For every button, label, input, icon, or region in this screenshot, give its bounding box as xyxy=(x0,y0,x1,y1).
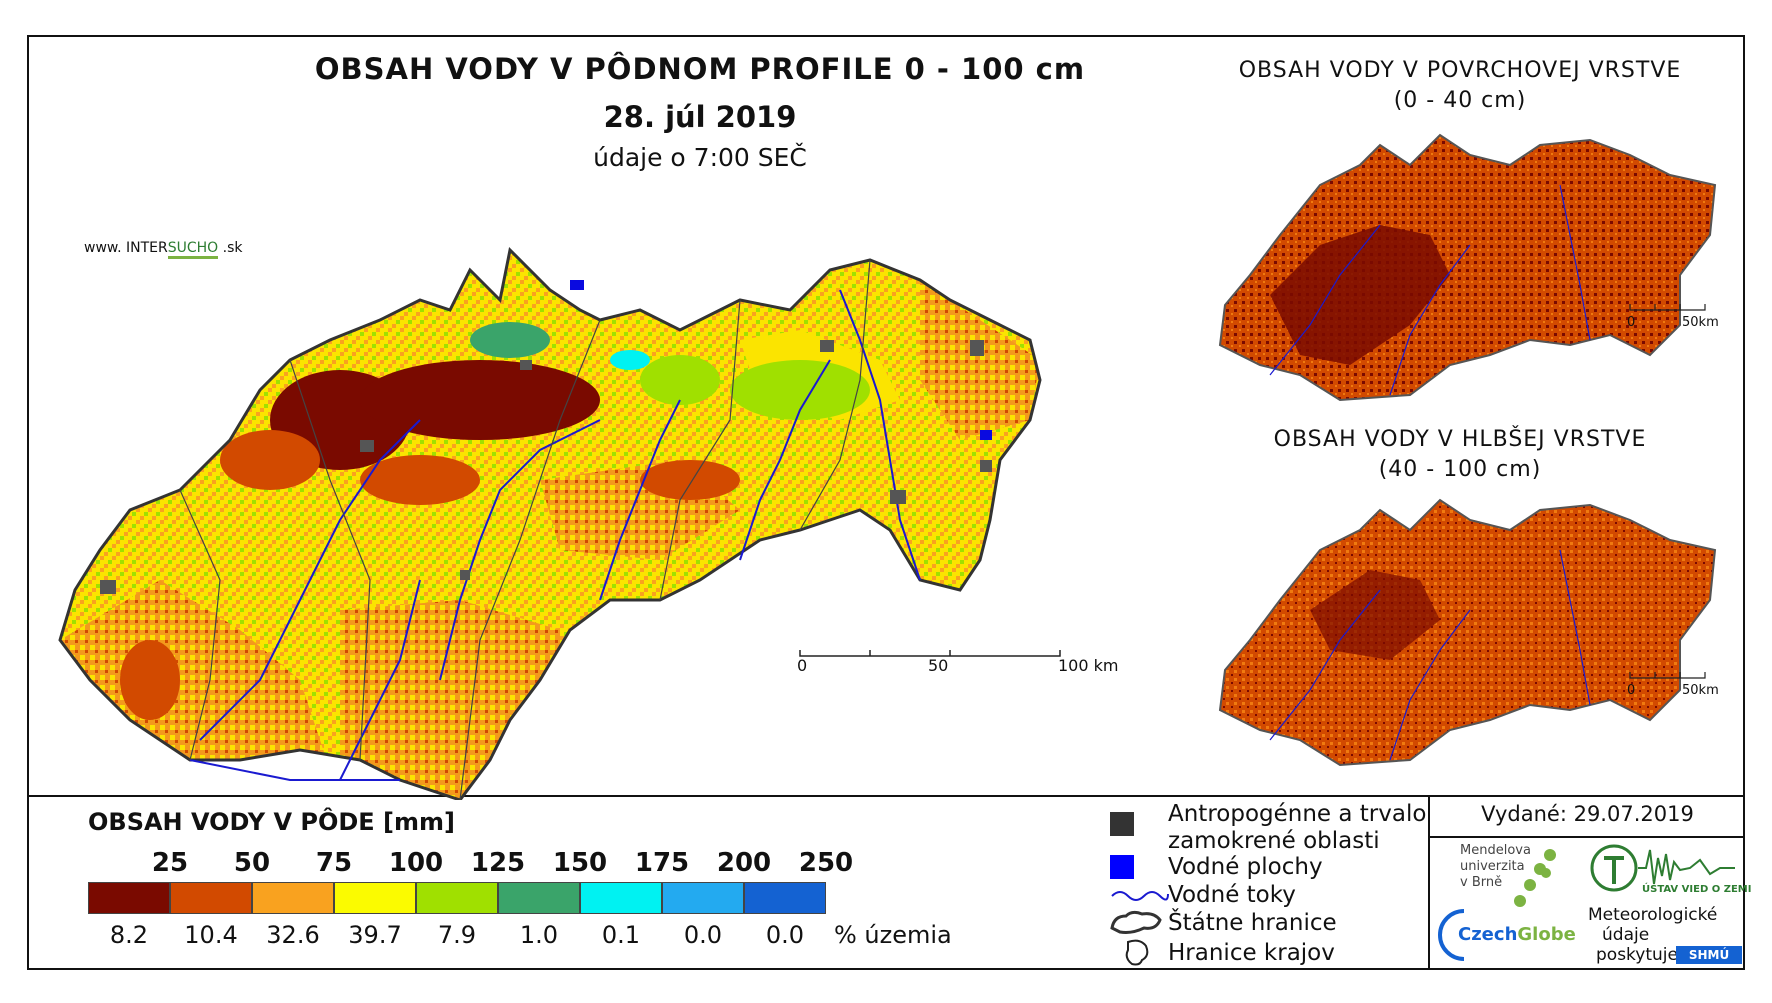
region-border-symbol xyxy=(1125,939,1149,966)
class-label: 175 xyxy=(634,848,690,878)
czechglobe-logo: CzechGlobe xyxy=(1458,924,1576,945)
percentage-value: 1.0 xyxy=(519,921,559,949)
state-border-symbol xyxy=(1110,910,1162,934)
main-scale-0: 0 xyxy=(797,656,808,675)
website-label: www. INTERSUCHO .sk xyxy=(84,240,243,259)
main-scale-100: 100 km xyxy=(1058,656,1119,675)
inset-bottom-title-line2: (40 - 100 cm) xyxy=(1378,457,1542,482)
legend-divider xyxy=(27,795,1745,797)
water-body-symbol xyxy=(1110,855,1134,879)
class-label: 75 xyxy=(315,848,353,878)
inset-top-title-line2: (0 - 40 cm) xyxy=(1393,88,1527,113)
inset-top-scale-50: 50km xyxy=(1682,315,1719,330)
swatch-3 xyxy=(334,882,416,914)
uvz-label: ÚSTAV VIED O ZEMI xyxy=(1642,884,1752,895)
shmu-logo: SHMÚ xyxy=(1676,946,1742,964)
percentage-value: 10.4 xyxy=(184,921,238,949)
water-bodies-label: Vodné plochy xyxy=(1168,854,1323,880)
class-label: 25 xyxy=(151,848,189,878)
map-frame xyxy=(27,35,1745,970)
inset-bottom-title: OBSAH VODY V HLBŠEJ VRSTVE (40 - 100 cm) xyxy=(1190,425,1730,485)
inset-top-title-line1: OBSAH VODY V POVRCHOVEJ VRSTVE xyxy=(1238,58,1682,83)
meteo-line3: poskytuje: xyxy=(1596,945,1684,965)
rivers xyxy=(189,289,921,781)
anthropogenic-areas xyxy=(100,340,992,594)
czechglobe-part-b: Globe xyxy=(1517,924,1576,945)
deeper-layer-map xyxy=(1218,498,1717,767)
river-symbol xyxy=(1111,891,1169,901)
inset-top-title: OBSAH VODY V POVRCHOVEJ VRSTVE (0 - 40 c… xyxy=(1190,56,1730,116)
inset-bottom-scale-bar xyxy=(1629,672,1706,679)
website-suffix: .sk xyxy=(218,240,243,256)
anthropogenic-label: Antropogénne a trvalo zamokrené oblasti xyxy=(1168,801,1426,855)
percent-unit: % územia xyxy=(834,921,952,949)
map-title: OBSAH VODY V PÔDNOM PROFILE 0 - 100 cm xyxy=(314,52,1086,86)
anthropogenic-line2: zamokrené oblasti xyxy=(1168,828,1380,854)
inset-bottom-scale-0: 0 xyxy=(1627,683,1636,698)
percentage-value: 32.6 xyxy=(266,921,320,949)
state-border-label: Štátne hranice xyxy=(1168,910,1337,936)
mendel-logo-text: Mendelova univerzita v Brně xyxy=(1460,843,1531,891)
mendel-line2: univerzita xyxy=(1460,859,1525,874)
inset-bottom-scale-50: 50km xyxy=(1682,683,1719,698)
class-label: 50 xyxy=(233,848,271,878)
region-borders xyxy=(179,259,871,800)
percentage-value: 0.0 xyxy=(765,921,805,949)
class-label: 250 xyxy=(798,848,854,878)
inset-top-scale-bar xyxy=(1629,304,1706,311)
mendel-line1: Mendelova xyxy=(1460,843,1531,858)
class-label: 200 xyxy=(716,848,772,878)
uvz-logo-icon xyxy=(1590,844,1735,892)
issued-divider xyxy=(1428,836,1745,838)
website-highlight: SUCHO xyxy=(167,240,219,259)
swatch-0 xyxy=(88,882,170,914)
percentage-value: 0.0 xyxy=(683,921,723,949)
class-label: 100 xyxy=(388,848,444,878)
mendel-dots-icon xyxy=(1514,849,1556,907)
main-soil-map xyxy=(58,246,1042,800)
footer-divider xyxy=(1428,795,1430,970)
meteo-line1: Meteorologické xyxy=(1588,905,1718,925)
meteo-text: Meteorologické údaje poskytuje: xyxy=(1588,905,1717,965)
legend-title: OBSAH VODY V PÔDE [mm] xyxy=(88,808,456,836)
water-bodies xyxy=(570,280,992,440)
czechglobe-part-a: Czech xyxy=(1458,924,1518,945)
swatch-2 xyxy=(252,882,334,914)
swatch-1 xyxy=(170,882,252,914)
percentage-value: 8.2 xyxy=(109,921,149,949)
anthropogenic-symbol xyxy=(1110,812,1134,836)
map-date: 28. júl 2019 xyxy=(603,100,797,134)
website-prefix: www. INTER xyxy=(84,240,168,256)
percentage-value: 39.7 xyxy=(348,921,402,949)
czechglobe-arc-icon xyxy=(1438,909,1465,961)
inset-bottom-title-line1: OBSAH VODY V HLBŠEJ VRSTVE xyxy=(1273,427,1647,452)
time-note: údaje o 7:00 SEČ xyxy=(593,143,807,172)
main-scale-bar xyxy=(799,650,1061,657)
mendel-line3: v Brně xyxy=(1460,875,1503,890)
meteo-line2: údaje xyxy=(1602,925,1650,945)
anthropogenic-line1: Antropogénne a trvalo xyxy=(1168,801,1427,827)
class-label: 125 xyxy=(470,848,526,878)
swatch-5 xyxy=(498,882,580,914)
main-scale-50: 50 xyxy=(928,656,949,675)
swatch-4 xyxy=(416,882,498,914)
rivers-label: Vodné toky xyxy=(1168,882,1296,908)
percentage-value: 0.1 xyxy=(601,921,641,949)
swatch-8 xyxy=(744,882,826,914)
swatch-6 xyxy=(580,882,662,914)
region-border-label: Hranice krajov xyxy=(1168,940,1335,966)
percentage-value: 7.9 xyxy=(437,921,477,949)
class-label: 150 xyxy=(552,848,608,878)
surface-layer-map xyxy=(1218,133,1717,402)
inset-top-scale-0: 0 xyxy=(1627,315,1636,330)
state-border xyxy=(58,246,1042,800)
issued-date: Vydané: 29.07.2019 xyxy=(1481,802,1694,826)
swatch-7 xyxy=(662,882,744,914)
